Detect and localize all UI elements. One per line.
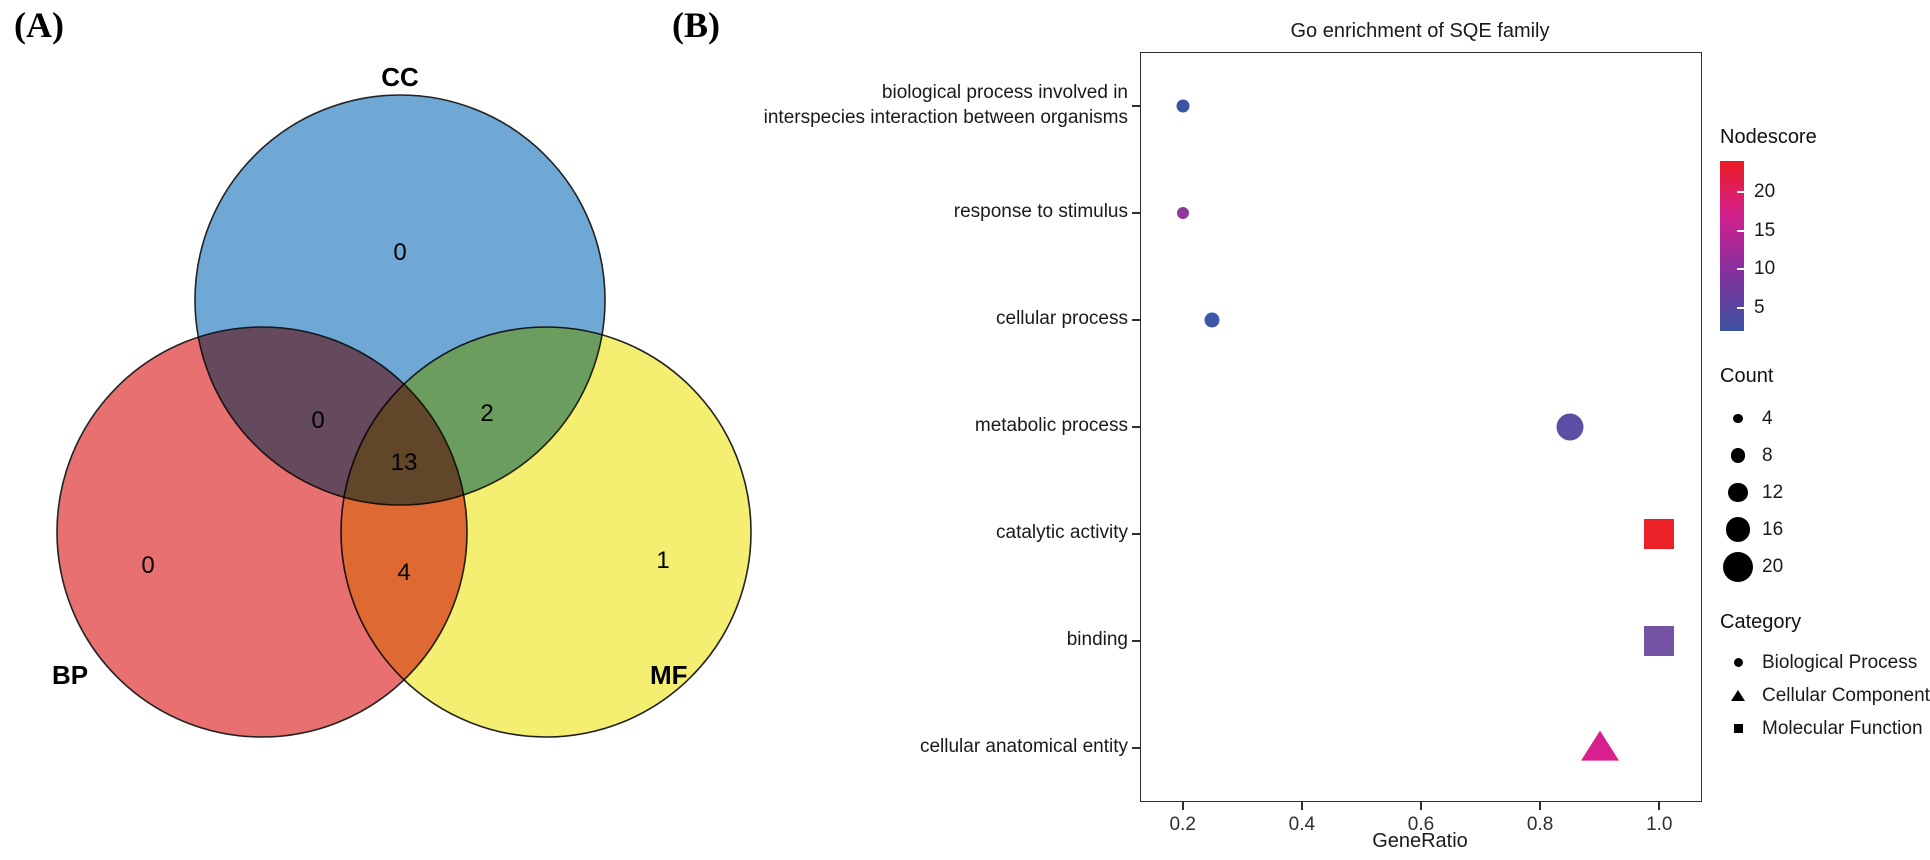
data-point-circle [1176, 99, 1190, 113]
data-point-circle [1556, 413, 1584, 441]
nodescore-tick-mark [1737, 268, 1744, 271]
venn-count-bp-mf: 4 [397, 559, 410, 586]
venn-label-cc: CC [381, 62, 419, 92]
y-axis-tick [1132, 212, 1141, 215]
nodescore-colorbar: 20 15 10 5 [1720, 161, 1775, 331]
y-axis-label: biological process involved in interspec… [763, 81, 1128, 129]
nodescore-tick-label: 10 [1754, 258, 1776, 280]
category-swatch-box [1720, 724, 1756, 733]
count-swatch-box [1720, 448, 1756, 463]
count-value: 4 [1762, 407, 1773, 429]
y-axis-tick [1132, 532, 1141, 535]
x-axis-tick [1300, 801, 1303, 810]
count-legend-items: 4 8 12 16 20 [1720, 400, 1930, 585]
venn-count-mf-only: 1 [656, 547, 669, 574]
y-axis-tick [1132, 319, 1141, 322]
count-legend-title: Count [1720, 365, 1774, 387]
category-legend-title: Category [1720, 611, 1802, 633]
x-axis-tick-label: 0.8 [1526, 814, 1554, 835]
count-legend-item: 20 [1720, 548, 1930, 585]
x-axis-tick [1658, 801, 1661, 810]
x-axis-tick-label: 0.4 [1288, 814, 1316, 835]
nodescore-tick-mark [1737, 229, 1744, 232]
venn-label-mf: MF [650, 660, 688, 690]
x-axis-tick-label: 1.0 [1646, 814, 1673, 835]
count-circle-icon [1733, 413, 1743, 424]
count-swatch-box [1720, 413, 1756, 424]
count-legend-item: 16 [1720, 511, 1930, 548]
data-point-square [1644, 625, 1675, 656]
category-legend-items: Biological Process Cellular Component Mole… [1720, 646, 1930, 745]
y-axis-label: cellular anatomical entity [919, 735, 1128, 757]
chart-title: Go enrichment of SQE family [1290, 20, 1550, 42]
nodescore-gradient [1720, 161, 1744, 331]
venn-diagram: CC BP MF 0 0 2 13 0 4 1 [52, 62, 752, 738]
x-axis-title: GeneRatio [1372, 830, 1468, 852]
y-axis-tick [1132, 426, 1141, 428]
count-legend-item: 12 [1720, 474, 1930, 511]
x-axis-tick-label: 0.6 [1407, 814, 1435, 835]
count-legend-item: 4 [1720, 400, 1930, 437]
venn-circle-mf [340, 326, 752, 738]
y-axis-label: binding [1066, 628, 1128, 650]
count-value: 8 [1762, 444, 1773, 466]
circle-icon [1733, 658, 1743, 667]
nodescore-tick-label: 5 [1754, 296, 1765, 318]
y-axis-label: metabolic process [974, 415, 1128, 437]
category-legend-item: Biological Process [1720, 646, 1930, 679]
x-axis-tick-label: 0.2 [1169, 814, 1196, 835]
panel-b-label: (B) [672, 5, 720, 45]
venn-count-bp-only: 0 [141, 552, 154, 579]
plot-area: 0.2 0.4 0.6 0.8 1.0 [1132, 52, 1702, 835]
venn-count-all: 13 [391, 449, 418, 476]
count-swatch-box [1720, 551, 1756, 582]
x-axis-tick [1539, 801, 1542, 810]
count-value: 12 [1762, 481, 1784, 503]
category-swatch-box [1720, 690, 1756, 701]
nodescore-tick-mark [1737, 190, 1744, 193]
y-axis-tick [1132, 746, 1141, 749]
category-label: Biological Process [1762, 651, 1918, 673]
y-axis-label: catalytic activity [996, 522, 1128, 544]
y-axis-tick [1132, 639, 1141, 642]
category-label: Molecular Function [1762, 717, 1923, 739]
venn-count-cc-only: 0 [393, 239, 406, 266]
y-axis-label: response to stimulus [953, 201, 1128, 223]
category-swatch-box [1720, 658, 1756, 667]
count-circle-icon [1728, 482, 1748, 503]
category-legend-item: Molecular Function [1720, 712, 1930, 745]
data-point-triangle [1580, 730, 1619, 761]
count-value: 16 [1762, 518, 1784, 540]
count-circle-icon [1725, 517, 1751, 542]
x-axis-tick [1420, 801, 1422, 810]
data-point-square [1644, 518, 1675, 549]
nodescore-legend-title: Nodescore [1720, 126, 1817, 148]
panel-a-label: (A) [14, 5, 64, 45]
count-swatch-box [1720, 517, 1756, 542]
nodescore-tick-label: 20 [1754, 180, 1776, 202]
count-value: 20 [1762, 555, 1784, 577]
triangle-icon [1731, 690, 1745, 701]
nodescore-tick-mark [1737, 306, 1744, 309]
x-axis-tick [1181, 801, 1184, 810]
count-circle-icon [1723, 551, 1753, 582]
count-swatch-box [1720, 482, 1756, 503]
count-legend-item: 8 [1720, 437, 1930, 474]
y-axis-tick [1132, 105, 1141, 108]
venn-count-cc-bp: 0 [311, 407, 324, 434]
data-point-circle [1204, 312, 1220, 328]
count-circle-icon [1730, 448, 1746, 463]
y-axis-label: cellular process [996, 308, 1128, 330]
venn-count-cc-mf: 2 [480, 400, 493, 427]
square-icon [1733, 724, 1743, 733]
data-point-circle [1176, 207, 1189, 220]
y-axis-labels: biological process involved in interspec… [690, 52, 1128, 800]
category-label: Cellular Component [1762, 684, 1930, 706]
category-legend-item: Cellular Component [1720, 679, 1930, 712]
nodescore-tick-label: 15 [1754, 219, 1776, 241]
legend: Nodescore 20 15 10 5 Count 4 8 12 16 20 Categor… [1720, 126, 1930, 745]
venn-label-bp: BP [52, 660, 88, 690]
